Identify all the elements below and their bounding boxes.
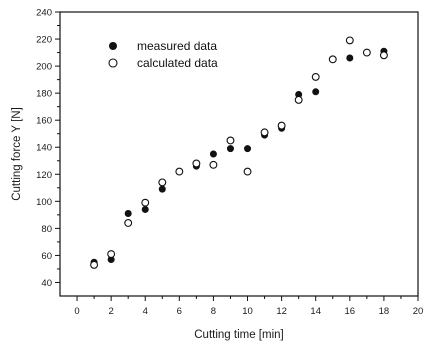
calculated-point — [141, 198, 150, 207]
calculated-point — [226, 136, 235, 145]
x-tick-label: 12 — [276, 306, 287, 317]
x-tick-label: 2 — [108, 306, 113, 317]
measured-point — [346, 54, 354, 62]
calculated-point — [345, 36, 354, 45]
x-tick-label: 6 — [177, 306, 182, 317]
measured-point — [124, 210, 132, 218]
y-axis: 40 60 80 100 120 140 160 180 200 220 240 — [36, 8, 60, 289]
calculated-point — [277, 121, 286, 130]
x-tick-label: 20 — [413, 306, 424, 317]
y-tick-label: 80 — [41, 224, 52, 235]
x-tick-label: 10 — [242, 306, 253, 317]
calculated-point — [328, 55, 337, 64]
legend-label-calculated: calculated data — [137, 56, 218, 70]
measured-point — [158, 185, 166, 193]
x-axis-title: Cutting time [min] — [194, 329, 283, 341]
plot-frame — [59, 11, 419, 297]
x-tick-label: 8 — [211, 306, 216, 317]
calculated-point — [362, 48, 371, 57]
legend-marker-measured — [109, 42, 117, 50]
legend: measured data calculated data — [108, 39, 218, 70]
measured-point — [312, 88, 320, 96]
y-tick-label: 120 — [36, 170, 52, 181]
x-tick-label: 14 — [310, 306, 321, 317]
calculated-point — [192, 159, 201, 168]
y-tick-label: 240 — [36, 8, 52, 19]
calculated-point — [379, 51, 388, 60]
y-tick-label: 180 — [36, 89, 52, 100]
calculated-point — [90, 260, 99, 269]
legend-marker-calculated — [108, 58, 118, 68]
calculated-point — [294, 95, 303, 104]
calculated-point — [243, 167, 252, 176]
y-tick-label: 200 — [36, 62, 52, 73]
x-tick-label: 0 — [74, 306, 79, 317]
calculated-point — [158, 178, 167, 187]
x-tick-label: 18 — [379, 306, 390, 317]
y-tick-label: 40 — [41, 278, 52, 289]
y-tick-label: 160 — [36, 116, 52, 127]
measured-point — [226, 145, 234, 153]
measured-point — [141, 205, 149, 213]
calculated-point — [209, 160, 218, 169]
x-tick-label: 4 — [143, 306, 148, 317]
y-tick-label: 100 — [36, 197, 52, 208]
calculated-point — [311, 72, 320, 81]
y-tick-label: 140 — [36, 143, 52, 154]
measured-point — [244, 145, 252, 153]
data-points — [90, 36, 388, 269]
measured-point — [209, 150, 217, 158]
y-axis-title: Cutting force Y [N] — [11, 107, 23, 201]
y-tick-label: 60 — [41, 251, 52, 262]
calculated-point — [260, 128, 269, 137]
calculated-point — [107, 250, 116, 259]
x-tick-label: 16 — [345, 306, 356, 317]
legend-label-measured: measured data — [137, 39, 217, 53]
calculated-point — [124, 219, 133, 227]
y-tick-label: 220 — [36, 35, 52, 46]
x-axis: 0 2 4 6 8 10 12 14 16 18 20 — [74, 296, 423, 317]
calculated-point — [175, 167, 184, 176]
